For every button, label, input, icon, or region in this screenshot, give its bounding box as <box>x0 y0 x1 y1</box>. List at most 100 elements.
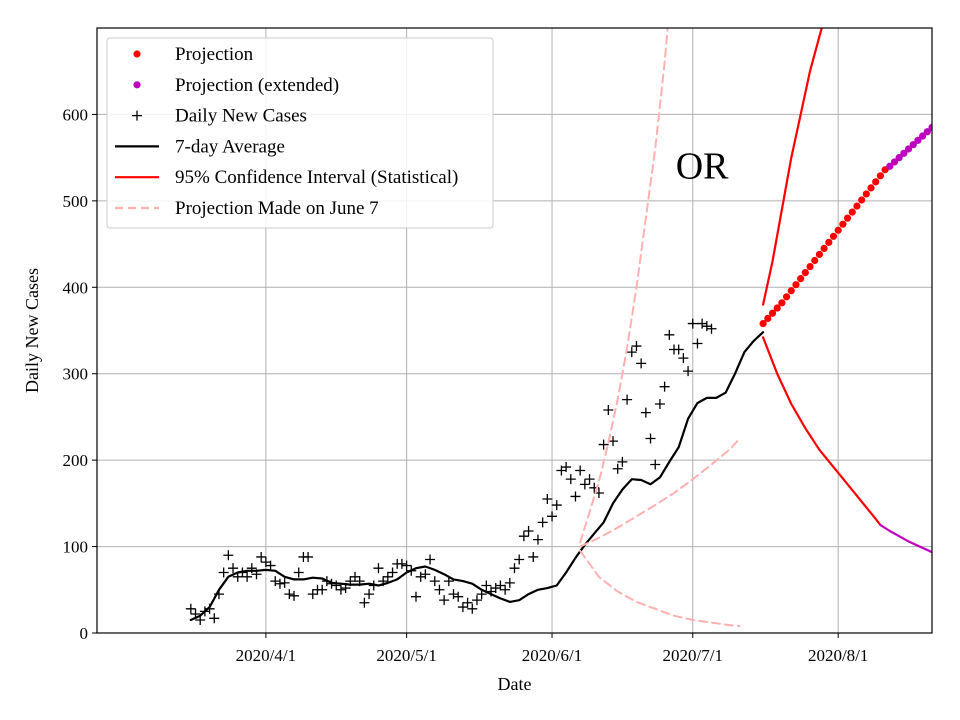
line-95-ci-lower <box>761 336 882 527</box>
y-axis-title: Daily New Cases <box>22 268 42 393</box>
line-7-day-average <box>189 331 765 622</box>
point-daily-new-cases-101 <box>659 381 670 392</box>
point-daily-new-cases-105 <box>678 353 689 364</box>
y-tick-label-0: 0 <box>80 624 89 643</box>
point-daily-new-cases-60 <box>467 603 478 614</box>
point-daily-new-cases-51 <box>425 554 436 565</box>
point-projection-11 <box>811 256 819 265</box>
point-projection-16 <box>834 226 842 234</box>
point-daily-new-cases-21 <box>284 589 295 600</box>
point-daily-new-cases-52 <box>429 576 440 587</box>
legend-item-daily-new-cases: Daily New Cases <box>132 106 307 127</box>
point-daily-new-cases-23 <box>293 567 304 578</box>
point-projection-extended-5 <box>909 141 917 149</box>
y-tick-label-100: 100 <box>63 538 89 557</box>
y-tick-label-400: 400 <box>63 278 89 297</box>
point-daily-new-cases-17 <box>265 560 276 571</box>
point-daily-new-cases-57 <box>453 591 464 602</box>
point-projection-extended-7 <box>919 132 927 140</box>
point-daily-new-cases-61 <box>471 595 482 606</box>
point-daily-new-cases-12 <box>242 571 253 582</box>
point-projection-extended-3 <box>900 149 908 157</box>
point-daily-new-cases-68 <box>504 577 515 588</box>
legend: Projection Projection (extended) Daily New… <box>106 37 494 229</box>
point-daily-new-cases-99 <box>650 459 661 470</box>
point-daily-new-cases-91 <box>612 463 623 474</box>
point-daily-new-cases-59 <box>462 597 473 608</box>
point-daily-new-cases-25 <box>303 551 314 562</box>
point-daily-new-cases-98 <box>645 433 656 444</box>
point-daily-new-cases-50 <box>420 569 431 580</box>
point-projection-0 <box>759 319 767 328</box>
point-projection-10 <box>806 262 814 271</box>
point-daily-new-cases-26 <box>307 589 318 600</box>
legend-item-95-confidence-interval-statistical: 95% Confidence Interval (Statistical) <box>115 167 458 188</box>
point-projection-extended-2 <box>895 154 903 162</box>
series-june-7-projection-middle <box>579 437 741 548</box>
point-projection-7 <box>792 281 800 289</box>
point-daily-new-cases-45 <box>396 558 407 569</box>
legend-item-7-day-average: 7-day Average <box>115 136 285 157</box>
plot-frame <box>96 27 933 634</box>
legend-label-1: Projection (extended) <box>175 75 339 96</box>
point-projection-extended-0 <box>886 162 894 170</box>
point-projection-22 <box>862 190 870 198</box>
point-daily-new-cases-77 <box>547 511 558 522</box>
point-daily-new-cases-66 <box>495 580 506 591</box>
point-daily-new-cases-97 <box>640 407 651 418</box>
point-daily-new-cases-76 <box>542 494 553 505</box>
legend-item-projection-extended: Projection (extended) <box>133 75 339 96</box>
point-daily-new-cases-53 <box>434 584 445 595</box>
point-daily-new-cases-54 <box>439 595 450 606</box>
series-7-day-average <box>189 331 765 622</box>
point-daily-new-cases-93 <box>622 394 633 405</box>
point-daily-new-cases-8 <box>223 550 234 561</box>
point-daily-new-cases-72 <box>523 526 534 537</box>
point-daily-new-cases-102 <box>664 329 675 340</box>
point-projection-8 <box>797 275 805 283</box>
point-daily-new-cases-56 <box>448 589 459 600</box>
point-projection-9 <box>801 268 809 277</box>
point-daily-new-cases-40 <box>373 563 384 574</box>
legend-item-projection: Projection <box>133 44 254 65</box>
point-daily-new-cases-85 <box>584 474 595 485</box>
legend-label-4: 95% Confidence Interval (Statistical) <box>175 167 458 188</box>
point-projection-24 <box>872 178 880 186</box>
point-daily-new-cases-78 <box>551 500 562 511</box>
point-projection-20 <box>853 202 861 210</box>
line-95-ci-upper <box>761 28 823 306</box>
point-daily-new-cases-32 <box>335 584 346 595</box>
series-layer <box>185 28 940 628</box>
point-projection-extended-10 <box>933 119 940 126</box>
series-95-ci-lower-extended <box>879 523 932 554</box>
point-daily-new-cases-5 <box>209 613 220 624</box>
legend-label-2: Daily New Cases <box>175 106 307 127</box>
point-daily-new-cases-70 <box>514 554 525 565</box>
point-daily-new-cases-109 <box>697 318 708 329</box>
point-projection-6 <box>787 287 795 295</box>
point-projection-21 <box>858 196 866 204</box>
point-daily-new-cases-110 <box>701 321 712 332</box>
point-daily-new-cases-95 <box>631 341 642 352</box>
point-daily-new-cases-15 <box>256 551 267 562</box>
point-daily-new-cases-106 <box>683 366 694 377</box>
point-daily-new-cases-67 <box>500 584 511 595</box>
legend-label-3: 7-day Average <box>175 136 285 157</box>
point-daily-new-cases-73 <box>528 551 539 562</box>
legend-symbol-0 <box>133 50 141 58</box>
point-daily-new-cases-19 <box>274 578 285 589</box>
y-tick-label-600: 600 <box>63 105 89 124</box>
point-projection-18 <box>843 214 852 222</box>
point-daily-new-cases-28 <box>317 584 328 595</box>
point-projection-extended-4 <box>904 145 913 153</box>
point-daily-new-cases-20 <box>279 577 290 588</box>
point-projection-extended-8 <box>923 128 931 136</box>
point-daily-new-cases-74 <box>532 534 543 545</box>
point-daily-new-cases-43 <box>387 567 398 578</box>
point-daily-new-cases-31 <box>331 580 342 591</box>
point-projection-extended-9 <box>928 123 932 131</box>
point-projection-25 <box>876 172 884 180</box>
x-tick-label-2: 2020/6/1 <box>522 646 582 665</box>
point-daily-new-cases-65 <box>490 583 501 594</box>
